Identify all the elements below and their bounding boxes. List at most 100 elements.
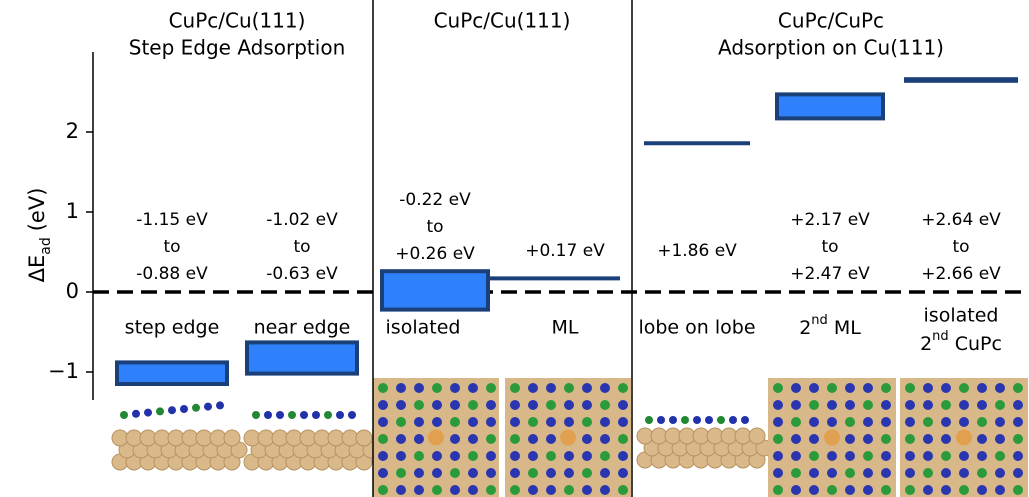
molecule-atom	[863, 468, 873, 478]
molecule-atom	[396, 468, 406, 478]
category-label: 2nd ML	[799, 313, 861, 339]
molecule-atom	[528, 383, 538, 393]
molecule-atom	[791, 417, 801, 427]
y-label-part: ΔE	[25, 255, 49, 283]
molecule-atom	[192, 404, 200, 412]
value-label: -1.02 eV	[266, 210, 338, 230]
molecule-atom	[941, 383, 951, 393]
y-tick-label: 0	[66, 279, 79, 303]
molecule-atom	[863, 434, 873, 444]
molecule-atom	[468, 451, 478, 461]
molecule-atom	[528, 417, 538, 427]
molecule-atom	[827, 468, 837, 478]
range-joiner: to	[293, 237, 310, 257]
metal-atom	[428, 430, 444, 446]
molecule-atom	[204, 403, 212, 411]
molecule-atom	[977, 383, 987, 393]
molecule-atom	[528, 451, 538, 461]
panel-title: CuPc/Cu(111)	[434, 9, 571, 33]
molecule-atom	[618, 417, 628, 427]
category-label: ML	[552, 317, 579, 339]
molecule-atom	[414, 451, 424, 461]
molecule-atom	[881, 417, 891, 427]
range-bar	[777, 94, 883, 118]
range-bar	[904, 77, 1018, 83]
molecule-atom	[450, 383, 460, 393]
molecule-atom	[905, 383, 915, 393]
value-label: -0.22 eV	[399, 190, 471, 210]
molecule-atom	[450, 451, 460, 461]
molecule-atom	[923, 417, 933, 427]
molecule-atom	[809, 383, 819, 393]
molecule-atom	[582, 400, 592, 410]
molecule-atom	[378, 485, 388, 495]
molecule-atom	[941, 451, 951, 461]
molecule-atom	[1013, 451, 1023, 461]
molecule-atom	[941, 434, 951, 444]
molecule-atom	[396, 417, 406, 427]
molecule-atom	[600, 451, 610, 461]
y-tick-label: 2	[66, 119, 79, 143]
molecule-atom	[791, 451, 801, 461]
panel-title: CuPc/Cu(111)	[169, 9, 306, 33]
molecule-atom	[582, 383, 592, 393]
atom	[749, 428, 765, 444]
molecule-atom	[681, 416, 689, 424]
molecule-atom	[468, 400, 478, 410]
molecule-atom	[180, 405, 188, 413]
molecule-atom	[510, 468, 520, 478]
value-label: +0.17 eV	[525, 241, 605, 261]
molecule-atom	[923, 468, 933, 478]
molecule-atom	[905, 485, 915, 495]
molecule-atom	[336, 411, 344, 419]
molecule-atom	[809, 468, 819, 478]
molecule-atom	[845, 434, 855, 444]
molecule-atom	[582, 451, 592, 461]
molecule-atom	[959, 417, 969, 427]
molecule-atom	[923, 434, 933, 444]
molecule-atom	[863, 485, 873, 495]
molecule-atom	[995, 468, 1005, 478]
molecule-atom	[773, 400, 783, 410]
value-label: -0.63 eV	[266, 264, 338, 284]
molecule-atom	[995, 451, 1005, 461]
panel-title: CuPc/CuPc	[778, 9, 884, 33]
molecule-atom	[414, 485, 424, 495]
value-label: -0.88 eV	[136, 264, 208, 284]
molecule-atom	[959, 400, 969, 410]
molecule-atom	[827, 383, 837, 393]
molecule-atom	[791, 400, 801, 410]
molecule-atom	[528, 468, 538, 478]
range-joiner: to	[821, 237, 838, 257]
molecule-atom	[741, 416, 749, 424]
molecule-atom	[300, 411, 308, 419]
molecule-atom	[773, 451, 783, 461]
molecule-atom	[1013, 468, 1023, 478]
molecule-atom	[564, 383, 574, 393]
molecule-atom	[645, 416, 653, 424]
molecule-atom	[1013, 434, 1023, 444]
molecule-atom	[132, 410, 140, 418]
molecule-atom	[546, 468, 556, 478]
molecule-atom	[809, 400, 819, 410]
molecule-atom	[923, 383, 933, 393]
molecule-atom	[995, 485, 1005, 495]
range-bar	[247, 342, 357, 373]
metal-atom	[956, 430, 972, 446]
molecule-atom	[809, 485, 819, 495]
molecule-atom	[618, 400, 628, 410]
molecule-atom	[669, 416, 677, 424]
molecule-atom	[905, 468, 915, 478]
range-joiner: to	[163, 237, 180, 257]
molecule-atom	[693, 416, 701, 424]
molecule-atom	[546, 451, 556, 461]
molecule-atom	[905, 451, 915, 461]
molecule-atom	[809, 451, 819, 461]
molecule-atom	[528, 434, 538, 444]
molecule-atom	[468, 434, 478, 444]
range-joiner: to	[952, 237, 969, 257]
molecule-atom	[977, 434, 987, 444]
molecule-atom	[120, 411, 128, 419]
molecule-atom	[510, 485, 520, 495]
molecule-atom	[791, 485, 801, 495]
